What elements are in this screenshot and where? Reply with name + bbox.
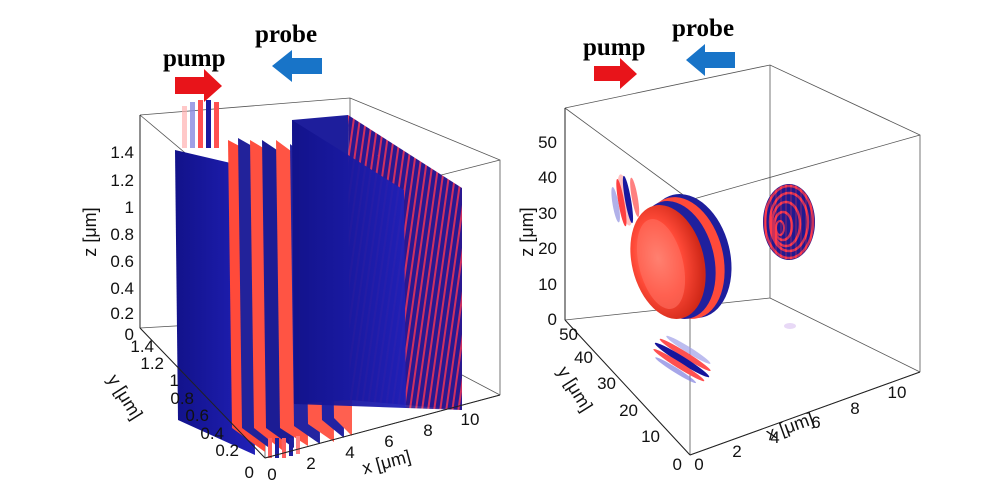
left-z-tick: 0.8 xyxy=(110,225,134,244)
right-pump-wave-floor xyxy=(653,335,711,384)
left-z-tick: 1.2 xyxy=(110,171,134,190)
left-z-tick: 1.4 xyxy=(110,143,134,162)
right-z-ticks: 0 10 20 30 40 50 xyxy=(538,133,557,329)
right-y-tick: 30 xyxy=(597,374,616,393)
right-y-axis-label: y [μm] xyxy=(554,363,597,415)
left-z-tick: 0.2 xyxy=(110,304,134,323)
left-x-tick: 8 xyxy=(423,421,432,440)
right-x-tick: 6 xyxy=(811,413,820,432)
left-probe-label: probe xyxy=(255,21,317,48)
left-x-tick: 6 xyxy=(384,432,393,451)
left-z-tick: 0.4 xyxy=(110,279,134,298)
right-x-ticks: 0 2 4 6 8 10 xyxy=(694,383,906,474)
right-z-tick: 20 xyxy=(538,239,557,258)
left-z-tick: 0 xyxy=(125,325,134,344)
left-probe-arrow-icon xyxy=(272,50,322,82)
right-z-axis-label: z [μm] xyxy=(517,207,537,256)
right-probe-residue xyxy=(784,323,796,329)
right-y-tick: 0 xyxy=(673,455,682,474)
left-slab-back-front xyxy=(292,120,406,408)
right-y-tick: 40 xyxy=(574,348,593,367)
left-x-tick: 10 xyxy=(461,410,480,429)
right-probe-label: probe xyxy=(672,15,734,42)
right-pump-label: pump xyxy=(583,34,646,61)
left-y-axis xyxy=(139,327,266,459)
left-x-axis xyxy=(264,394,501,459)
left-y-tick: 1 xyxy=(170,371,179,390)
left-x-tick: 0 xyxy=(267,465,276,484)
right-z-tick: 50 xyxy=(538,133,557,152)
right-y-ticks: 0 10 20 30 40 50 xyxy=(559,325,682,474)
right-z-tick: 0 xyxy=(548,310,557,329)
left-z-tick: 0.6 xyxy=(110,252,134,271)
left-y-tick: 0 xyxy=(245,463,254,482)
left-y-tick: 0.4 xyxy=(200,424,224,443)
left-y-axis-label: y [μm] xyxy=(104,371,147,423)
left-z-tick: 1 xyxy=(125,198,134,217)
left-pump-arrow-icon xyxy=(175,69,222,102)
left-x-tick: 2 xyxy=(306,454,315,473)
left-y-tick: 1.2 xyxy=(140,354,164,373)
right-y-tick: 20 xyxy=(619,401,638,420)
left-pump-label: pump xyxy=(163,45,226,72)
left-y-tick: 0.6 xyxy=(185,406,209,425)
right-y-axis xyxy=(564,319,691,456)
left-plasma-slabs xyxy=(175,115,462,455)
right-x-tick: 8 xyxy=(850,399,859,418)
right-z-tick: 40 xyxy=(538,168,557,187)
right-probe-arrow-icon xyxy=(686,44,735,76)
right-y-tick: 50 xyxy=(559,325,578,344)
left-panel: 0 0.2 0.4 0.6 0.8 1 1.2 1.4 z [μm] 0 0.2… xyxy=(80,21,501,484)
left-z-axis-label: z [μm] xyxy=(80,207,100,256)
left-y-tick: 0.8 xyxy=(170,389,194,408)
left-x-ticks: 0 2 4 6 8 10 xyxy=(267,410,479,484)
right-x-tick: 2 xyxy=(732,442,741,461)
left-z-ticks: 0 0.2 0.4 0.6 0.8 1 1.2 1.4 xyxy=(110,143,134,344)
right-y-tick: 10 xyxy=(641,427,660,446)
left-x-axis-label: x [μm] xyxy=(360,446,413,478)
right-plasma-disk-back xyxy=(763,184,815,260)
right-bounding-box xyxy=(564,64,921,456)
left-pump-wave-top xyxy=(182,100,219,148)
right-pump-wave-side xyxy=(611,174,640,227)
right-x-axis-label: x [μm] xyxy=(763,409,816,445)
right-panel: 0 10 20 30 40 50 z [μm] 0 10 20 30 40 50… xyxy=(517,15,921,474)
left-y-tick: 0.2 xyxy=(215,441,239,460)
right-z-tick: 10 xyxy=(538,275,557,294)
right-plasma-disk-front xyxy=(630,194,732,319)
right-z-tick: 30 xyxy=(538,204,557,223)
left-y-tick: 1.4 xyxy=(130,337,154,356)
right-x-tick: 10 xyxy=(888,383,907,402)
right-x-tick: 0 xyxy=(694,455,703,474)
right-pump-arrow-icon xyxy=(594,58,637,89)
right-x-tick: 4 xyxy=(770,428,779,447)
left-x-tick: 4 xyxy=(345,443,354,462)
left-y-ticks: 0 0.2 0.4 0.6 0.8 1 1.2 1.4 xyxy=(130,337,254,482)
left-pump-wave-bottom xyxy=(268,436,300,458)
right-x-axis xyxy=(689,371,921,456)
